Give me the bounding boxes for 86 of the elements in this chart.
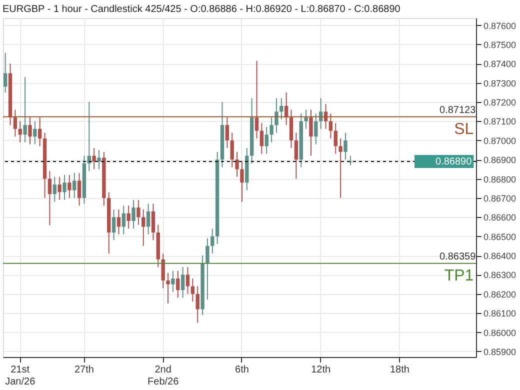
y-tick-label: 0.86900 [484, 155, 516, 166]
candlestick [142, 208, 146, 246]
candlestick [58, 176, 62, 200]
candlestick [166, 272, 170, 304]
candlestick [206, 238, 210, 300]
candlestick [132, 199, 136, 230]
y-tick-label: 0.86400 [484, 251, 516, 262]
candlestick [68, 174, 72, 198]
candlestick [176, 270, 180, 298]
ref-line-label: 0.86890 [436, 156, 472, 168]
candlestick [280, 98, 284, 120]
candlestick [230, 132, 234, 168]
y-tick-label: 0.86700 [484, 193, 516, 204]
candlestick [235, 151, 239, 178]
candlestick [151, 203, 156, 241]
candlestick [122, 205, 126, 235]
candlestick [328, 113, 333, 139]
y-tick-label: 0.87100 [484, 116, 516, 127]
x-tick-label: 6th [235, 364, 249, 376]
candlestick [294, 132, 298, 180]
candlestick [62, 174, 66, 200]
candlestick [180, 266, 185, 298]
candlestick [13, 109, 18, 138]
candlestick [77, 172, 82, 206]
candlestick [240, 161, 244, 202]
candlestick [3, 52, 8, 93]
candlestick [264, 126, 268, 154]
y-tick-label: 0.85900 [484, 346, 516, 357]
candlestick [260, 122, 264, 154]
candlestick [348, 155, 352, 166]
candlestick [304, 109, 308, 130]
candlestick [97, 149, 101, 170]
candlestick [33, 120, 37, 145]
candlestick [225, 116, 230, 149]
candlestick [18, 120, 22, 143]
candlestick [112, 208, 116, 241]
candlestick [48, 170, 52, 226]
y-tick-label: 0.87000 [484, 136, 516, 146]
candlestick [28, 116, 32, 145]
candlestick [196, 286, 200, 324]
candlestick [72, 172, 76, 198]
y-tick-label: 0.87500 [484, 40, 516, 50]
candlestick [136, 199, 140, 226]
y-tick-label: 0.86200 [484, 289, 516, 300]
annotation: 0.87123 [440, 104, 476, 116]
candlestick [161, 253, 165, 289]
candlestick [344, 132, 348, 160]
candlestick [116, 208, 121, 235]
ref-line-label: SL [454, 120, 474, 138]
candlestick [38, 116, 42, 147]
y-tick-label: 0.87600 [484, 20, 516, 31]
x-tick-label: 18th [390, 364, 410, 376]
candlestick [309, 109, 313, 156]
candlestick [23, 76, 27, 143]
candlestick [254, 60, 259, 139]
candlestick [334, 122, 338, 154]
candlestick [210, 228, 214, 254]
candlestick [126, 205, 130, 230]
candlestick [190, 278, 195, 302]
ref-line-label: TP1 [444, 267, 474, 284]
annotation: 0.86359 [440, 251, 476, 262]
x-tick-label: 2nd Feb/26 [148, 364, 180, 388]
candlestick [52, 176, 56, 202]
candlestick [274, 98, 278, 134]
y-tick-label: 0.86000 [484, 328, 516, 338]
y-tick-label: 0.87200 [484, 98, 516, 108]
chart-title: EURGBP - 1 hour - Candlestick 425/425 - O:0.86886 - H:0.86920 - L:0.86870 - C:0.86890 [2, 4, 401, 15]
y-tick-label: 0.86600 [484, 212, 516, 223]
x-tick-label: 27th [74, 364, 94, 376]
x-tick-label: 21st Jan/26 [5, 364, 36, 388]
candlestick [270, 116, 274, 143]
candlestick [289, 109, 294, 149]
x-tick-label: 12th [311, 364, 331, 376]
candlestick [87, 102, 91, 172]
y-tick-label: 0.86300 [484, 270, 516, 280]
y-tick-label: 0.86100 [484, 308, 516, 319]
candlestick [171, 270, 175, 292]
y-tick-label: 0.86800 [484, 174, 516, 184]
y-tick-label: 0.86500 [484, 232, 516, 242]
candlestick [186, 266, 190, 294]
y-tick-label: 0.87400 [484, 59, 516, 70]
y-tick-label: 0.87300 [484, 78, 516, 88]
candlestick [314, 113, 318, 145]
candlestick [92, 148, 96, 170]
candlestick [146, 203, 150, 235]
candlestick [338, 138, 342, 198]
